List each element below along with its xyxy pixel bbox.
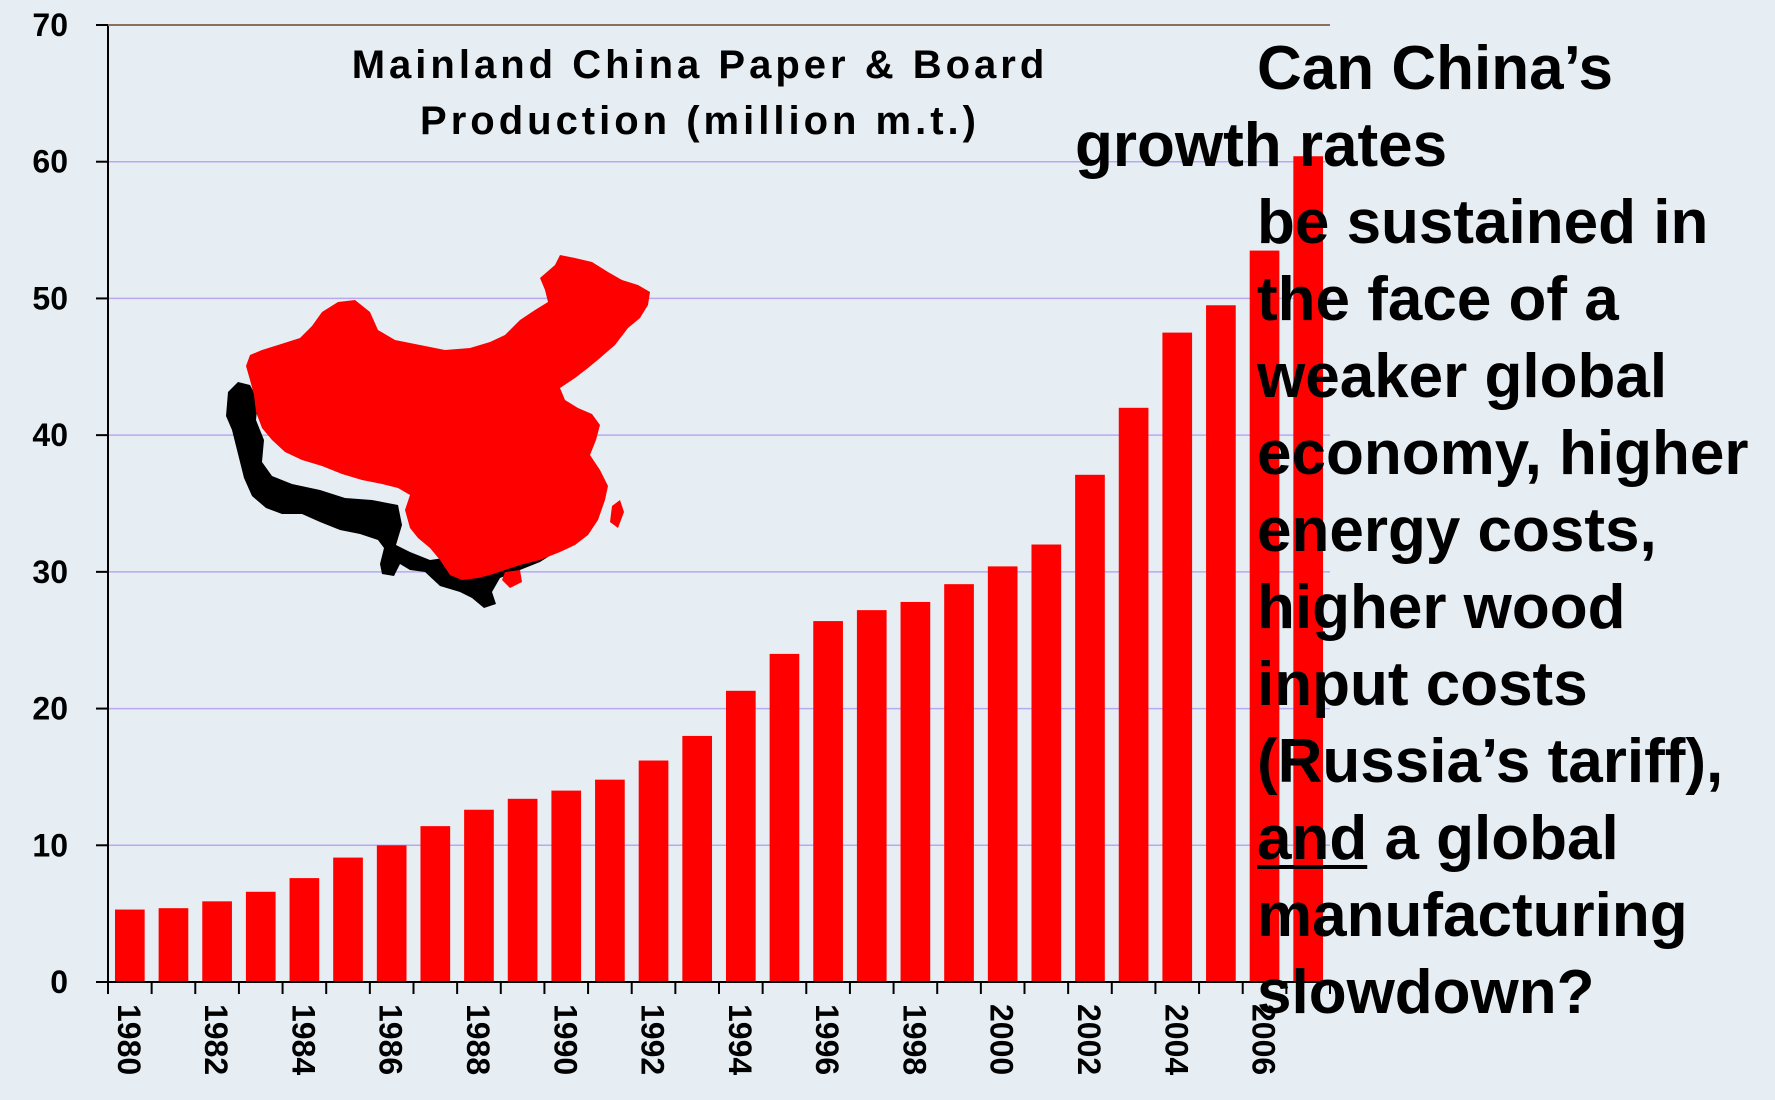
x-tick-labels: 1980 1982 1984 1986 1988 1990 1992 1994 1996 1998… bbox=[107, 982, 1331, 1075]
y-tick-label: 10 bbox=[32, 827, 68, 863]
x-tick-label: 1992 bbox=[635, 1004, 671, 1075]
x-tick-label: 1994 bbox=[722, 1004, 758, 1075]
x-tick-label: 1982 bbox=[198, 1004, 234, 1075]
bar-1982 bbox=[202, 901, 232, 982]
x-tick-label: 1986 bbox=[373, 1004, 409, 1075]
x-tick-label: 2002 bbox=[1071, 1004, 1107, 1075]
question-line: economy, higher bbox=[1257, 419, 1749, 488]
map-taiwan bbox=[610, 500, 624, 528]
bar-1999 bbox=[944, 584, 974, 982]
question-line-underlined: and a global bbox=[1075, 800, 1775, 877]
question-line: (Russia’s tariff), bbox=[1257, 727, 1724, 796]
bar-1992 bbox=[638, 760, 669, 982]
question-line: weaker global bbox=[1257, 342, 1668, 411]
x-tick-label: 1988 bbox=[460, 1004, 496, 1075]
x-tick-label: 1998 bbox=[896, 1004, 932, 1075]
bar-2001 bbox=[1031, 544, 1062, 982]
bar-1981 bbox=[158, 908, 189, 982]
question-line: the face of a bbox=[1257, 265, 1619, 334]
chart-title-line-2: Production (million m.t.) bbox=[420, 99, 980, 143]
bar-1983 bbox=[245, 891, 276, 982]
chart-title-line-1: Mainland China Paper & Board bbox=[352, 43, 1049, 87]
y-tick-label: 30 bbox=[32, 554, 68, 590]
question-line: Can China’s bbox=[1257, 34, 1613, 103]
bar-1986 bbox=[376, 845, 407, 982]
china-map-icon bbox=[226, 255, 650, 608]
question-line: manufacturing bbox=[1257, 881, 1688, 950]
x-tick-label: 2006 bbox=[1246, 1004, 1282, 1075]
question-line: slowdown? bbox=[1257, 958, 1595, 1027]
bar-1995 bbox=[769, 653, 800, 982]
question-line: growth rates bbox=[1075, 111, 1448, 180]
bar-1980 bbox=[114, 909, 145, 982]
y-tick-label: 0 bbox=[50, 964, 68, 1000]
map-mainland bbox=[246, 255, 650, 580]
bar-2007 bbox=[1293, 156, 1324, 982]
bar-1993 bbox=[682, 735, 713, 982]
bar-1985 bbox=[333, 857, 363, 982]
question-line-rest: a global bbox=[1367, 804, 1619, 873]
question-line: be sustained in bbox=[1257, 188, 1709, 257]
question-text-block: Can China’s growth rates be sustained in… bbox=[1075, 30, 1775, 1031]
bar-2000 bbox=[987, 566, 1018, 982]
bar-1998 bbox=[900, 601, 931, 982]
x-tick-label: 1990 bbox=[547, 1004, 583, 1075]
bar-1984 bbox=[289, 878, 320, 982]
bar-1991 bbox=[595, 779, 625, 982]
x-tick-label: 2000 bbox=[984, 1004, 1020, 1075]
bar-1994 bbox=[725, 690, 756, 982]
bar-2004 bbox=[1162, 332, 1193, 982]
bar-2003 bbox=[1118, 407, 1149, 982]
x-tick-label: 1984 bbox=[285, 1004, 321, 1075]
bar-2002 bbox=[1075, 474, 1105, 982]
y-tick-label: 60 bbox=[32, 144, 68, 180]
x-tick-label: 1980 bbox=[111, 1004, 147, 1075]
bar-1997 bbox=[856, 610, 887, 982]
question-line: input costs bbox=[1257, 650, 1588, 719]
y-tick-label: 40 bbox=[32, 417, 68, 453]
y-tick-labels: 0 10 20 30 40 50 60 70 bbox=[32, 7, 108, 1000]
bar-1989 bbox=[507, 798, 538, 982]
question-line: energy costs, bbox=[1257, 496, 1657, 565]
x-tick-label: 1996 bbox=[809, 1004, 845, 1075]
bar-1987 bbox=[420, 826, 451, 982]
bar-2006 bbox=[1249, 250, 1280, 983]
y-tick-label: 70 bbox=[32, 7, 68, 43]
map-hainan bbox=[502, 570, 522, 588]
question-line: higher wood bbox=[1257, 573, 1626, 642]
map-shadow bbox=[226, 382, 570, 608]
y-tick-label: 50 bbox=[32, 280, 68, 316]
bar-1988 bbox=[464, 809, 494, 982]
bar-1990 bbox=[551, 790, 582, 982]
bar-2005 bbox=[1206, 305, 1236, 982]
bars bbox=[114, 156, 1324, 983]
underlined-word: and bbox=[1257, 804, 1368, 873]
y-tick-label: 20 bbox=[32, 691, 68, 727]
x-tick-label: 2004 bbox=[1158, 1004, 1194, 1075]
bar-1996 bbox=[813, 621, 843, 982]
